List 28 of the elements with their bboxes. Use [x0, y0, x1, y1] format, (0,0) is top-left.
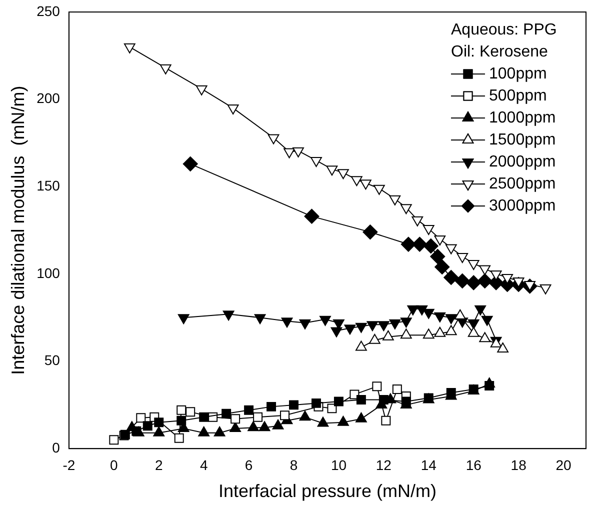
x-tick-label: 18	[510, 456, 527, 473]
x-tick-label: 16	[466, 456, 482, 473]
y-tick-label: 250	[36, 2, 60, 19]
x-tick-label: 12	[376, 456, 392, 473]
legend-label: 100ppm	[489, 65, 547, 82]
legend-title: Aqueous: PPG Oil: Kerosene	[451, 21, 557, 60]
legend-label: 1000ppm	[489, 109, 556, 126]
x-tick-label: 4	[200, 456, 208, 473]
legend-label: 500ppm	[489, 87, 547, 104]
y-tick-label: 150	[36, 178, 60, 194]
legend-label: 2500ppm	[489, 175, 556, 192]
x-tick-label: 6	[244, 456, 253, 473]
x-tick-label: 14	[420, 456, 437, 473]
y-tick-label: 0	[52, 439, 60, 456]
y-tick-label: 200	[36, 90, 60, 106]
y-tick-label: 100	[36, 264, 60, 281]
x-tick-label: -2	[62, 456, 76, 473]
x-axis-title: Interfacial pressure (mN/m)	[218, 481, 437, 502]
legend-label: 2000ppm	[489, 153, 556, 170]
y-axis-title: Interface dilational modulus (mN/m)	[8, 86, 28, 375]
legend-label: 3000ppm	[489, 197, 556, 214]
y-tick-label: 50	[44, 352, 60, 368]
x-tick-label: 8	[290, 456, 298, 473]
x-tick-label: 2	[154, 456, 163, 473]
x-tick-label: 0	[110, 456, 118, 473]
x-tick-label: 20	[556, 456, 572, 473]
x-tick-label: 10	[330, 456, 347, 473]
legend-label: 1500ppm	[489, 131, 556, 148]
